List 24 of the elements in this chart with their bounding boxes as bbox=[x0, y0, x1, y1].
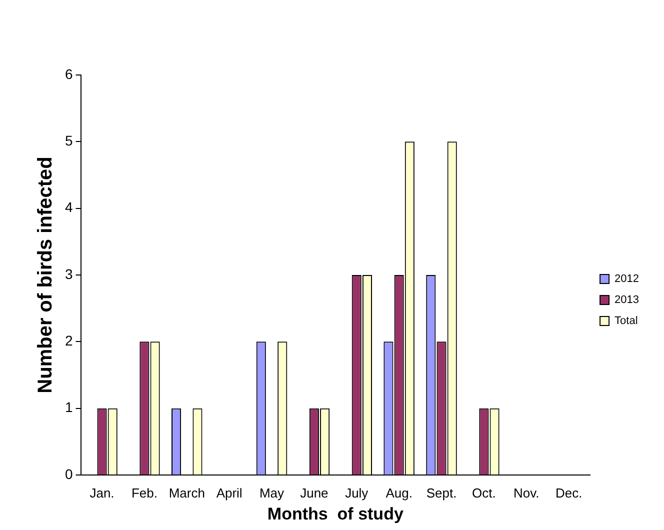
y-tick-label: 6 bbox=[64, 66, 73, 82]
y-tick-label: 2 bbox=[64, 332, 73, 349]
x-tick-label: Sept. bbox=[426, 485, 457, 500]
y-tick-label: 0 bbox=[64, 466, 73, 482]
legend-label: 2012 bbox=[614, 273, 640, 286]
x-axis-title: Months of study bbox=[267, 504, 404, 524]
legend-label: 2013 bbox=[614, 294, 640, 306]
x-tick-label: April bbox=[216, 485, 242, 500]
x-tick-label: Feb. bbox=[131, 485, 158, 500]
x-tick-label: Nov. bbox=[513, 485, 540, 500]
y-axis-title: Number of birds infected bbox=[34, 156, 57, 394]
x-tick-label: Oct. bbox=[472, 485, 496, 500]
x-tick-label: Aug. bbox=[386, 485, 412, 500]
x-tick-label: June bbox=[300, 485, 328, 500]
x-tick-label: May bbox=[259, 485, 285, 500]
legend-label: Total bbox=[614, 315, 638, 328]
y-tick-label: 3 bbox=[64, 266, 73, 282]
x-tick-label: July bbox=[345, 485, 369, 500]
y-tick-label: 5 bbox=[64, 132, 73, 149]
y-tick-label: 1 bbox=[64, 399, 73, 416]
x-tick-label: March bbox=[168, 485, 205, 500]
x-tick-label: Dec. bbox=[555, 485, 582, 500]
y-tick-label: 4 bbox=[64, 199, 73, 216]
x-tick-label: Jan. bbox=[90, 485, 114, 500]
